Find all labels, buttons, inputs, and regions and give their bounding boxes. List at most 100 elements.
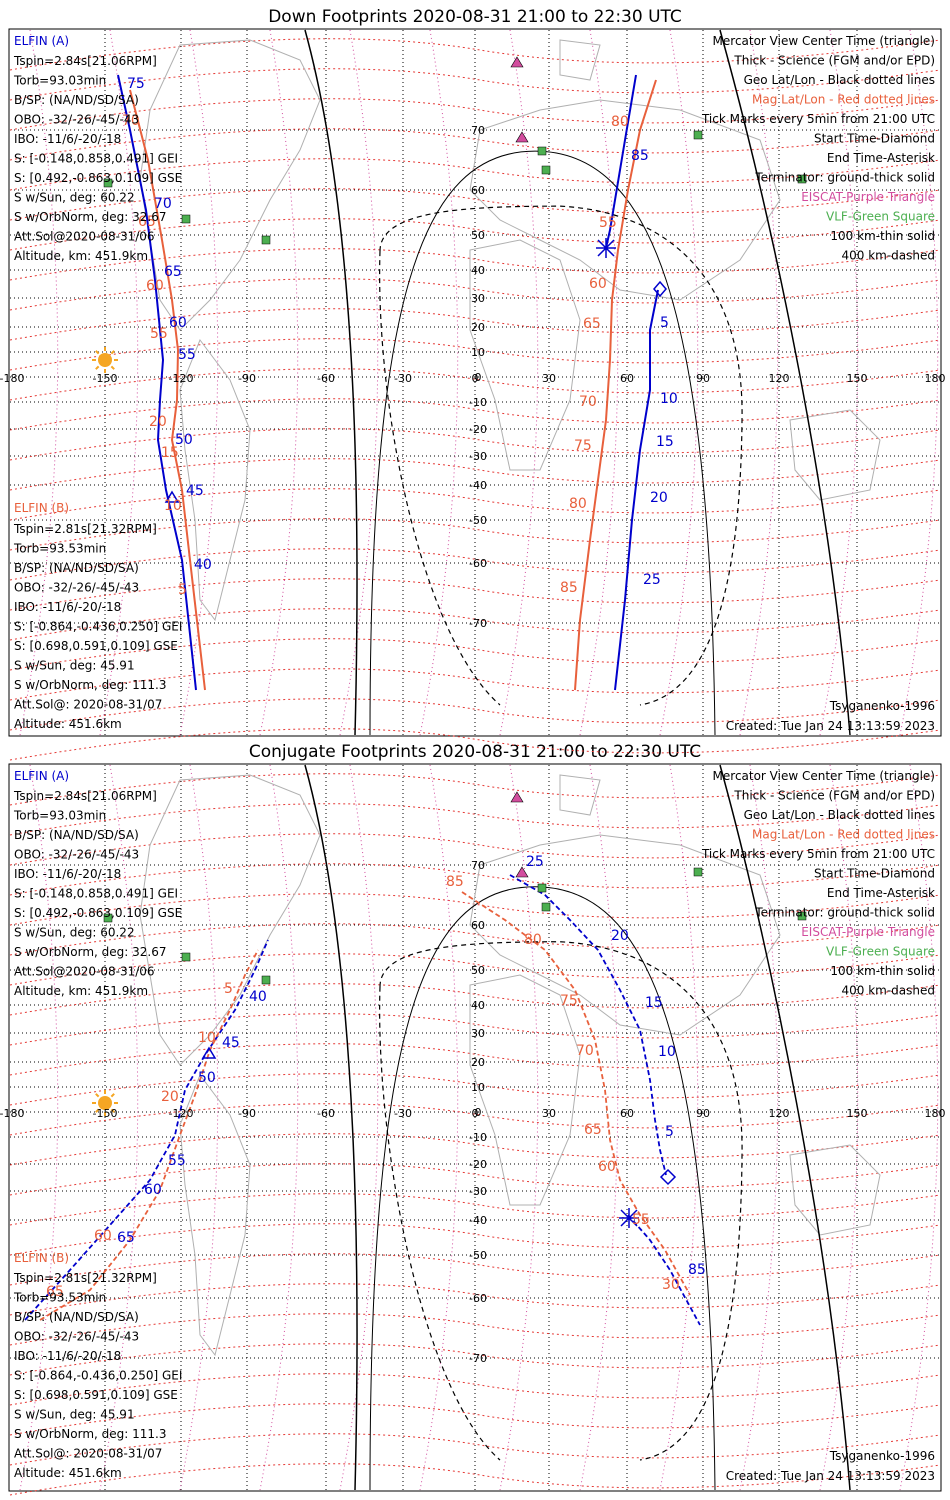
eiscat-station-triangle	[510, 56, 524, 68]
lat-tick-label: 10	[471, 346, 485, 359]
sun-ray	[95, 1108, 100, 1113]
elfin-b-time-tick: 65	[584, 1122, 602, 1138]
lon-tick-label: 180	[925, 372, 946, 385]
top-geo-grid	[10, 30, 940, 735]
vlf-station-square	[797, 911, 807, 921]
elfin-a-time-tick: 15	[645, 995, 663, 1011]
info-line: S: [-0.864,-0.436,0.250] GEI	[14, 1369, 182, 1383]
mag-latitude-line	[9, 1043, 941, 1076]
info-line: Torb=93.53min	[13, 542, 106, 556]
lon-tick-label: 90	[696, 1107, 710, 1120]
elfin-b-conj-track-2	[461, 891, 691, 1296]
mag-meridian-line	[19, 764, 59, 1491]
vlf-station-square	[103, 178, 113, 188]
info-line: Torb=93.03min	[13, 809, 106, 823]
legend-entry: Thick - Science (FGM and/or EPD)	[733, 54, 935, 68]
bottom-elfin-b-name: ELFIN (B)	[14, 1251, 69, 1265]
mag-latitude-line	[9, 728, 941, 761]
lat-tick-label: 40	[471, 999, 485, 1012]
sun-ray	[110, 365, 115, 370]
mag-latitude-line	[9, 308, 941, 341]
mag-latitude-line	[9, 398, 941, 431]
elfin-b-time-tick: 55	[599, 215, 617, 231]
vlf-station-square	[541, 165, 551, 175]
elfin-b-time-tick: 20	[149, 414, 167, 430]
mag-latitude-line	[9, 128, 941, 161]
lat-tick-label: 50	[471, 964, 485, 977]
mag-meridian-line	[339, 764, 379, 1491]
mag-latitude-line	[9, 923, 941, 956]
elfin-a-time-tick: 50	[175, 432, 193, 448]
mag-latitude-line	[9, 338, 941, 371]
lon-tick-label: -60	[317, 1107, 335, 1120]
top-created: Created: Tue Jan 24 13:13:59 2023	[726, 719, 935, 733]
lat-tick-label: 40	[471, 264, 485, 277]
top-title: Down Footprints 2020-08-31 21:00 to 22:3…	[268, 7, 682, 27]
legend-entry: Geo Lat/Lon - Black dotted lines	[744, 808, 935, 822]
lon-tick-label: -150	[93, 1107, 118, 1120]
info-line: S: [0.492,-0.863,0.109] GSE	[14, 906, 182, 920]
legend-entry: Terminator: ground-thick solid	[754, 171, 935, 185]
end-asterisk	[619, 1208, 639, 1228]
lon-tick-label: 0	[472, 1107, 479, 1120]
mag-latitude-line	[9, 1163, 941, 1196]
info-line: IBO: -11/6/-20/-18	[14, 867, 121, 881]
legend-entry: 100 km-thin solid	[830, 229, 935, 243]
mag-latitude-line	[9, 803, 941, 836]
elfin-a-time-tick: 65	[164, 264, 182, 280]
elfin-b-time-tick: 85	[560, 580, 578, 596]
lat-tick-label: -20	[469, 423, 487, 436]
mag-latitude-line	[9, 1193, 941, 1226]
elfin-b-time-tick: 15	[161, 445, 179, 461]
eiscat-station-triangle	[510, 791, 524, 803]
elfin-a-time-tick: 40	[249, 989, 267, 1005]
lat-tick-label: -70	[469, 617, 487, 630]
elfin-b-time-tick: 75	[574, 438, 592, 454]
elfin-b-time-tick: 55	[150, 326, 168, 342]
bottom-elfin-a-info: Tspin=2.84s[21.06RPM] Torb=93.03min B/SP: …	[13, 789, 182, 998]
bottom-elfin-b-info: Tspin=2.81s[21.32RPM] Torb=93.53min B/SP: …	[13, 1271, 182, 1480]
top-mag-grid	[9, 29, 941, 761]
legend-entry: Start Time-Diamond	[814, 867, 935, 881]
mag-latitude-line	[9, 1223, 941, 1256]
lat-tick-label: -20	[469, 1158, 487, 1171]
mag-latitude-line	[9, 1103, 941, 1136]
sun-ray	[95, 1093, 100, 1098]
elfin-b-time-tick: 20	[161, 1089, 179, 1105]
elfin-b-time-tick: 65	[138, 214, 156, 230]
bottom-axis-ticks: -180 -150 -120 -90 -60 -30 0 30 60 90 120 150 180 70 6…	[0, 859, 946, 1365]
lat-tick-label: -30	[469, 450, 487, 463]
mag-latitude-line	[9, 458, 941, 491]
bottom-legend: Mercator View Center Time (triangle) Thic…	[701, 769, 935, 998]
mag-latitude-line	[9, 953, 941, 986]
elfin-b-time-tick: 70	[576, 1043, 594, 1059]
legend-entry: 100 km-thin solid	[830, 964, 935, 978]
mag-latitude-line	[9, 638, 941, 671]
elfin-a-time-tick: 25	[643, 572, 661, 588]
elfin-a-time-tick: 50	[198, 1070, 216, 1086]
legend-entry: Tick Marks every 5min from 21:00 UTC	[701, 112, 935, 126]
info-line: Altitude, km: 451.9km	[14, 984, 148, 998]
continent-outline	[469, 974, 581, 1206]
continent-outline	[559, 39, 601, 81]
elfin-b-time-tick: 80	[611, 114, 629, 130]
continent-outline	[469, 834, 781, 1036]
elfin-a-time-tick: 60	[169, 315, 187, 331]
mag-latitude-line	[9, 1403, 941, 1436]
elfin-a-time-tick: 85	[631, 148, 649, 164]
elfin-a-time-tick: 45	[186, 483, 204, 499]
lon-tick-label: 0	[472, 372, 479, 385]
vlf-station-square	[693, 130, 703, 140]
elfin-a-time-tick: 20	[650, 490, 668, 506]
sun-icon	[98, 1096, 112, 1110]
info-line: S w/OrbNorm, deg: 111.3	[14, 678, 166, 692]
elfin-a-time-tick: 20	[611, 928, 629, 944]
lon-tick-label: 180	[925, 1107, 946, 1120]
elfin-b-time-tick: 60	[146, 278, 164, 294]
top-elfin-b-name: ELFIN (B)	[14, 501, 69, 515]
legend-entry: 400 km-dashed	[841, 249, 935, 263]
elfin-a-time-tick: 55	[178, 347, 196, 363]
lat-tick-label: 20	[471, 321, 485, 334]
continent-outline	[179, 338, 251, 622]
